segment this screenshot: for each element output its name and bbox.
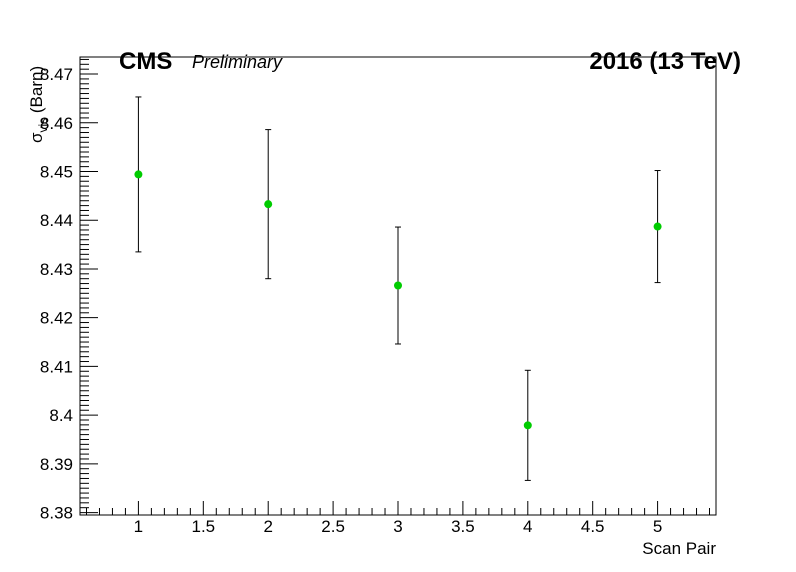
x-tick-label: 3 <box>393 517 402 536</box>
preliminary-label: Preliminary <box>192 52 283 72</box>
y-axis-title-main: σ <box>27 132 46 143</box>
y-axis-title: σvis (Barn) <box>27 66 50 143</box>
y-axis-title-sub: vis <box>36 118 50 133</box>
data-point <box>653 222 662 231</box>
y-axis-title-unit: (Barn) <box>27 66 46 118</box>
data-point <box>134 170 143 179</box>
y-tick-label: 8.43 <box>40 260 73 279</box>
x-axis-ticks: 1 1.5 2 2.5 3 3.5 4 4.5 5 <box>85 501 711 536</box>
cms-label: CMS <box>119 48 172 75</box>
x-tick-label: 3.5 <box>451 517 475 536</box>
y-tick-label: 8.39 <box>40 455 73 474</box>
y-tick-label: 8.4 <box>49 406 73 425</box>
y-axis-ticks: 8.38 8.39 8.4 8.41 8.42 8.43 8.44 8.45 8.46 8.47 <box>40 58 98 523</box>
y-tick-label: 8.44 <box>40 211 73 230</box>
x-tick-label: 4.5 <box>581 517 605 536</box>
y-tick-label: 8.46 <box>40 114 73 133</box>
y-tick-label: 8.47 <box>40 65 73 84</box>
x-tick-label: 2.5 <box>321 517 345 536</box>
data-point <box>264 200 273 209</box>
y-tick-label: 8.41 <box>40 357 73 376</box>
x-tick-label: 2 <box>263 517 272 536</box>
x-tick-label: 4 <box>523 517 532 536</box>
data-point <box>523 421 532 430</box>
energy-label: 2016 (13 TeV) <box>589 48 741 75</box>
y-tick-label: 8.38 <box>40 504 73 523</box>
x-axis-title: Scan Pair <box>642 539 716 558</box>
x-tick-label: 5 <box>653 517 662 536</box>
data-layer <box>134 96 662 481</box>
x-tick-label: 1.5 <box>191 517 215 536</box>
data-point <box>394 281 402 290</box>
y-tick-label: 8.45 <box>40 163 73 182</box>
x-tick-label: 1 <box>134 517 143 536</box>
y-tick-label: 8.42 <box>40 309 73 328</box>
